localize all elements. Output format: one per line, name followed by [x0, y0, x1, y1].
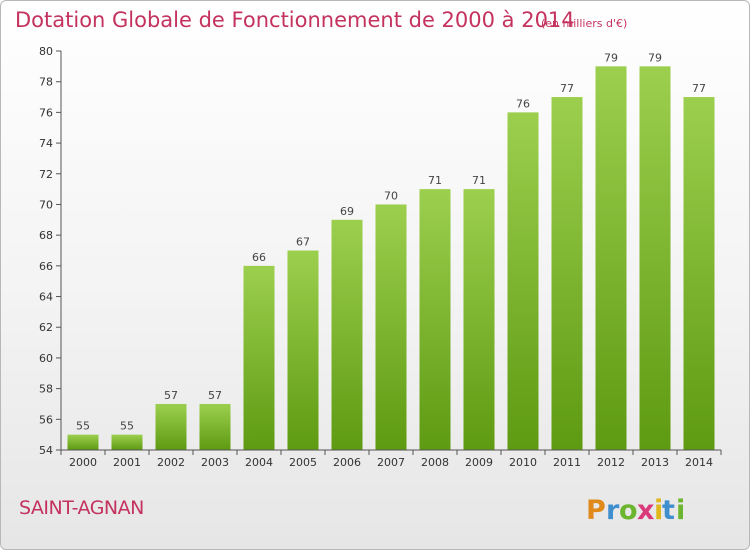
y-axis: 54 56 58 60 62 64 66 68 70 72 74 76 78 80 — [39, 45, 62, 457]
commune-name: SAINT-AGNAN — [19, 497, 144, 519]
bar-value-label: 71 — [472, 174, 486, 187]
bar-value-label: 77 — [692, 82, 706, 95]
logo-letter: t — [662, 495, 675, 526]
bar-value-label: 70 — [384, 189, 398, 202]
x-tick-label: 2010 — [509, 456, 537, 469]
bar — [683, 97, 715, 451]
bar-value-label: 79 — [604, 51, 618, 64]
bar — [507, 112, 539, 450]
bar — [287, 250, 319, 450]
y-tick-label: 62 — [39, 321, 53, 334]
bar-value-label: 77 — [560, 82, 574, 95]
bar-value-label: 76 — [516, 97, 530, 110]
y-tick-label: 60 — [39, 352, 53, 365]
x-tick-label: 2001 — [113, 456, 141, 469]
x-tick-label: 2014 — [685, 456, 713, 469]
bar-value-label: 69 — [340, 205, 354, 218]
y-tick-label: 54 — [39, 444, 53, 457]
bar-value-label: 67 — [296, 236, 310, 249]
y-tick-label: 68 — [39, 229, 53, 242]
x-tick-label: 2006 — [333, 456, 361, 469]
y-tick-label: 66 — [39, 260, 53, 273]
bar-value-label: 55 — [120, 420, 134, 433]
bar — [595, 66, 627, 450]
chart-unit-label: (en milliers d'€) — [541, 17, 628, 30]
bar-value-label: 55 — [76, 420, 90, 433]
bar-value-label: 66 — [252, 251, 266, 264]
bar — [551, 97, 583, 451]
bar — [419, 189, 451, 450]
logo-letter: r — [606, 495, 620, 526]
logo-letter: x — [637, 495, 654, 526]
x-tick-label: 2009 — [465, 456, 493, 469]
bar — [67, 434, 99, 450]
bars: 55 55 57 57 66 67 69 70 71 71 76 77 79 79 77 — [67, 51, 715, 451]
bar — [111, 434, 143, 450]
bar — [155, 403, 187, 450]
x-tick-label: 2008 — [421, 456, 449, 469]
logo-letter: i — [676, 495, 685, 526]
bar-value-label: 57 — [164, 389, 178, 402]
x-axis: 2000 2001 2002 2003 2004 2005 2006 2007 2008 2009… — [60, 449, 722, 469]
y-tick-label: 64 — [39, 291, 53, 304]
bar — [463, 189, 495, 450]
logo-letter: P — [586, 495, 606, 526]
y-tick-label: 74 — [39, 137, 53, 150]
x-tick-label: 2011 — [553, 456, 581, 469]
x-tick-label: 2003 — [201, 456, 229, 469]
x-tick-label: 2005 — [289, 456, 317, 469]
bar — [639, 66, 671, 450]
bar — [375, 204, 407, 450]
bar-value-label: 79 — [648, 51, 662, 64]
bar — [199, 403, 231, 450]
y-tick-label: 72 — [39, 168, 53, 181]
y-tick-label: 58 — [39, 383, 53, 396]
x-tick-label: 2002 — [157, 456, 185, 469]
bar-value-label: 57 — [208, 389, 222, 402]
x-tick-label: 2007 — [377, 456, 405, 469]
bar — [243, 265, 275, 450]
y-tick-label: 80 — [39, 45, 53, 58]
logo-letter: o — [619, 495, 638, 526]
x-tick-label: 2012 — [597, 456, 625, 469]
bar — [331, 219, 363, 450]
bar-value-label: 71 — [428, 174, 442, 187]
x-tick-label: 2013 — [641, 456, 669, 469]
y-tick-label: 76 — [39, 106, 53, 119]
logo-letter: i — [654, 495, 663, 526]
y-tick-label: 78 — [39, 76, 53, 89]
y-tick-label: 56 — [39, 413, 53, 426]
chart-title: Dotation Globale de Fonctionnement de 20… — [15, 8, 575, 32]
x-tick-label: 2000 — [69, 456, 97, 469]
x-tick-label: 2004 — [245, 456, 273, 469]
y-tick-label: 70 — [39, 198, 53, 211]
